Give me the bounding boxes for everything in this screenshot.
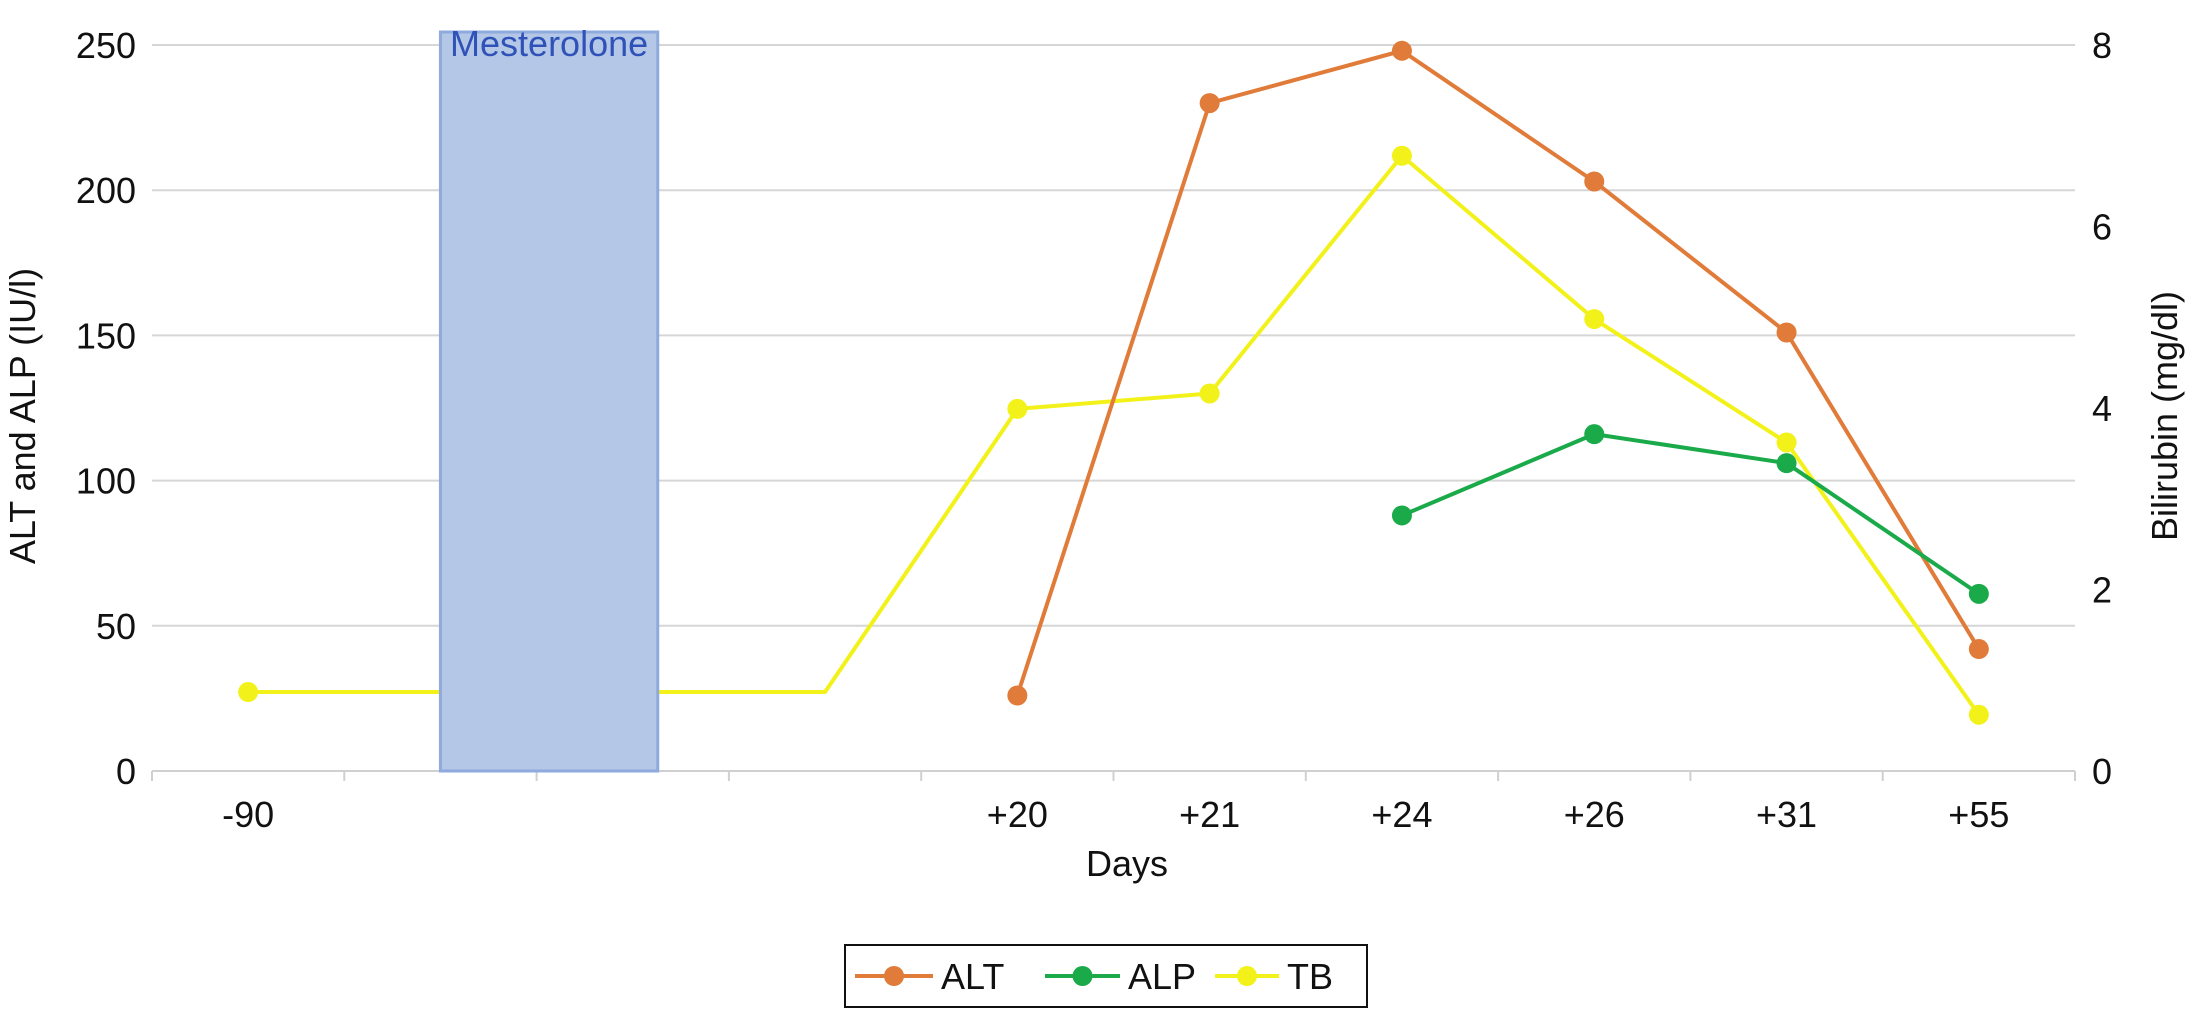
data-point [1391,505,1412,526]
legend-label: ALP [1128,956,1196,997]
y2-tick-label: 6 [2092,207,2112,248]
legend-label: ALT [941,956,1004,997]
data-point [1199,93,1220,114]
data-point [1968,704,1989,725]
series-line [1015,48,1981,697]
series-alt [1007,40,1989,706]
shaded-region: Mesterolone [438,23,660,773]
x-tick-label: -90 [222,794,274,835]
x-tick-label: +24 [1371,794,1432,835]
legend-swatch-marker [1072,966,1093,986]
legend: ALT ALP TB [844,944,1368,1008]
data-point [1007,398,1028,419]
tick-labels: 0 50 100 150 200 250 0 2 4 6 8 -90 +20 +21 +24 +26 +31 +5… [76,25,2112,835]
band-label: Mesterolone [450,23,648,64]
y2-tick-label: 2 [2092,570,2112,611]
data-point [1584,309,1605,330]
mesterolone-band [438,30,660,773]
x-tick-label: +55 [1948,794,2009,835]
data-point [1776,432,1797,453]
data-point [1584,424,1605,445]
y2-tick-label: 0 [2092,751,2112,792]
data-point [1968,583,1989,604]
legend-swatch-marker [884,966,904,986]
y2-tick-label: 8 [2092,25,2112,66]
y-tick-label: 150 [76,315,136,356]
x-tick-label: +26 [1564,794,1625,835]
data-point [1584,171,1605,192]
data-point [238,682,259,703]
legend-swatch-marker [1237,966,1257,986]
y-tick-label: 200 [76,170,136,211]
x-tick-label: +21 [1179,794,1240,835]
x-tick-label: +20 [987,794,1048,835]
data-point [1968,639,1989,660]
data-point [1199,383,1220,404]
y2-tick-label: 4 [2092,388,2112,429]
y-axis-title: ALT and ALP (IU/l) [2,268,43,564]
data-point [1776,453,1797,474]
y-tick-label: 50 [96,606,136,647]
series-alp [1391,424,1989,604]
y-tick-label: 100 [76,461,136,502]
data-point [1007,685,1028,706]
data-point [1776,322,1797,343]
y2-axis-title: Bilirubin (mg/dl) [2144,291,2185,541]
y-tick-label: 0 [116,751,136,792]
data-point [1391,40,1412,61]
series-line [1401,432,1980,596]
x-axis-title: Days [1086,843,1168,884]
x-tick-label: +31 [1756,794,1817,835]
legend-label: TB [1287,956,1333,997]
data-point [1391,145,1412,166]
y-tick-label: 250 [76,25,136,66]
series-layer [238,40,1989,725]
